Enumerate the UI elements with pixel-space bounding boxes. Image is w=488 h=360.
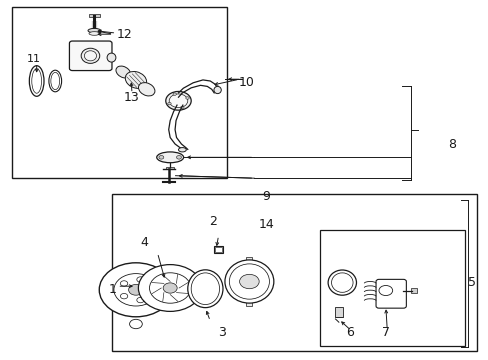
Circle shape: [99, 263, 172, 317]
Ellipse shape: [89, 32, 100, 35]
Ellipse shape: [165, 91, 191, 110]
Text: 1: 1: [108, 283, 116, 296]
Circle shape: [167, 102, 171, 105]
Circle shape: [378, 285, 392, 296]
FancyBboxPatch shape: [69, 41, 112, 71]
Ellipse shape: [327, 270, 356, 295]
Circle shape: [239, 274, 259, 289]
Circle shape: [114, 274, 158, 306]
FancyBboxPatch shape: [375, 279, 406, 308]
Bar: [112, 194, 476, 351]
Ellipse shape: [81, 48, 100, 63]
Ellipse shape: [116, 66, 130, 78]
Bar: [78, 67, 87, 69]
Ellipse shape: [107, 53, 116, 62]
Circle shape: [163, 283, 177, 293]
Text: 7: 7: [382, 327, 389, 339]
Bar: [246, 257, 252, 261]
Text: 13: 13: [124, 91, 140, 104]
Circle shape: [120, 281, 127, 286]
Ellipse shape: [32, 69, 41, 93]
Ellipse shape: [224, 260, 273, 303]
Circle shape: [149, 273, 190, 303]
Bar: [89, 14, 100, 17]
Bar: [94, 67, 102, 69]
Circle shape: [173, 93, 176, 95]
Circle shape: [138, 265, 202, 311]
Circle shape: [137, 277, 144, 282]
Text: 12: 12: [117, 28, 132, 41]
Bar: [246, 302, 252, 306]
Text: 10: 10: [239, 76, 254, 89]
Text: 11: 11: [27, 54, 41, 64]
Text: 5: 5: [467, 276, 475, 289]
Circle shape: [176, 156, 181, 159]
Ellipse shape: [51, 72, 60, 90]
Ellipse shape: [214, 86, 221, 94]
Bar: [12, 7, 227, 178]
Text: 2: 2: [208, 215, 216, 228]
Ellipse shape: [49, 70, 61, 92]
Ellipse shape: [169, 94, 187, 108]
Ellipse shape: [156, 152, 183, 163]
Ellipse shape: [191, 273, 219, 305]
Circle shape: [159, 156, 163, 159]
Circle shape: [180, 106, 183, 109]
Ellipse shape: [88, 28, 101, 33]
Circle shape: [185, 97, 189, 99]
Circle shape: [120, 293, 127, 299]
Bar: [410, 288, 416, 293]
Circle shape: [137, 297, 144, 303]
Text: 14: 14: [258, 219, 274, 231]
Text: 6: 6: [345, 327, 353, 339]
Text: 4: 4: [140, 237, 148, 249]
Bar: [215, 247, 222, 252]
Ellipse shape: [178, 148, 186, 152]
Ellipse shape: [125, 72, 146, 88]
Ellipse shape: [229, 264, 269, 299]
Ellipse shape: [331, 273, 352, 292]
Ellipse shape: [187, 270, 223, 307]
Bar: [335, 307, 342, 317]
Ellipse shape: [84, 51, 96, 61]
Circle shape: [128, 284, 143, 295]
Circle shape: [147, 287, 154, 292]
Ellipse shape: [29, 66, 44, 96]
Text: 3: 3: [218, 327, 226, 339]
Bar: [320, 230, 464, 346]
Text: 9: 9: [262, 190, 270, 203]
Text: 8: 8: [447, 138, 455, 150]
Bar: [213, 246, 223, 253]
Circle shape: [129, 319, 142, 329]
Ellipse shape: [138, 82, 155, 96]
Bar: [166, 167, 174, 169]
